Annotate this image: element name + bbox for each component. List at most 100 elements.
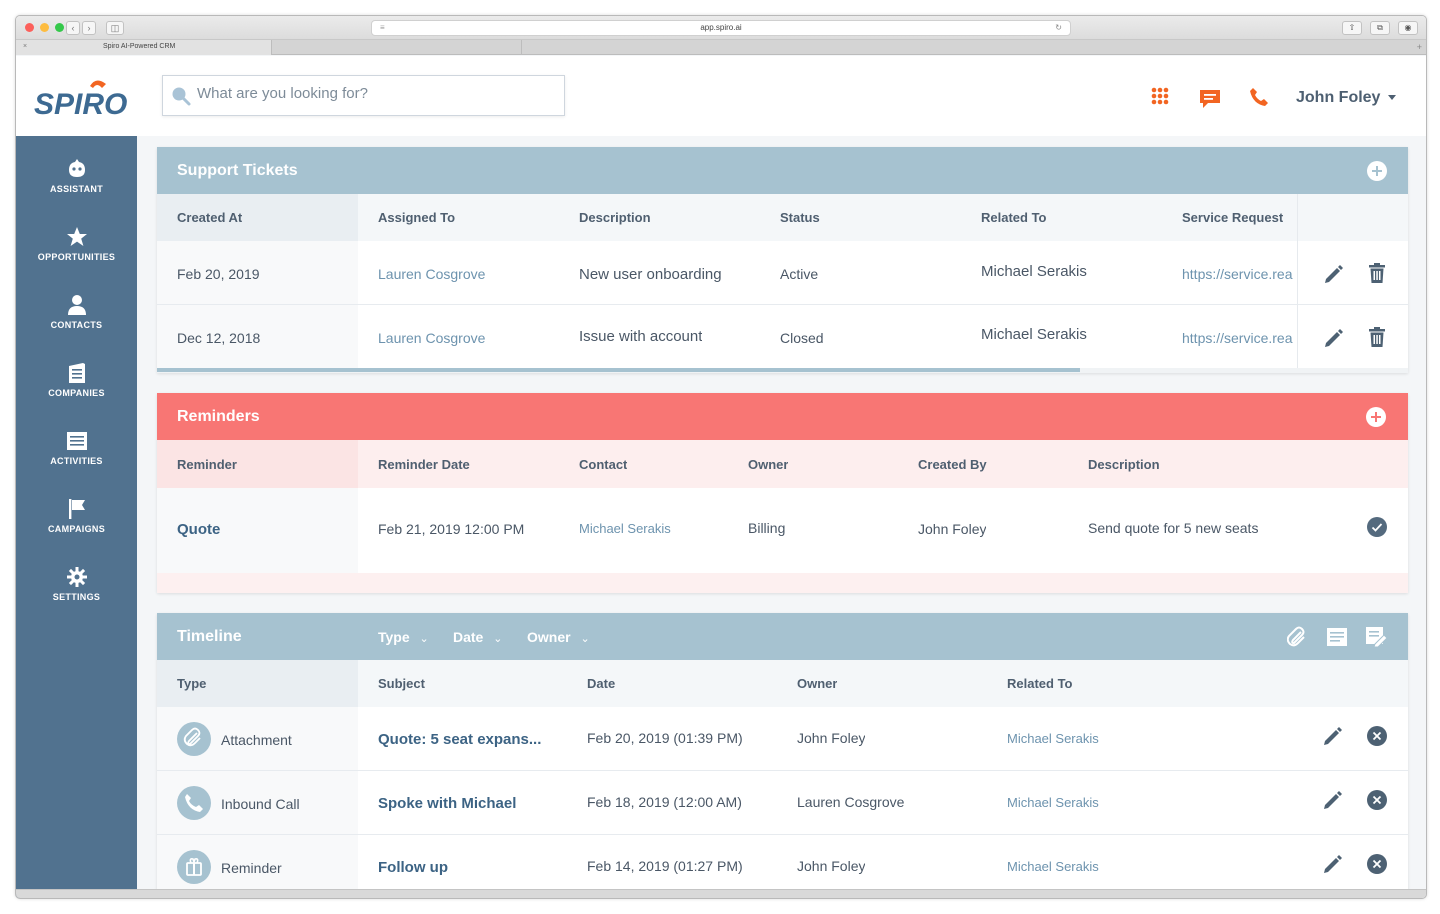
remove-icon[interactable] (1367, 726, 1387, 746)
contact-link[interactable]: Michael Serakis (579, 521, 671, 536)
panel-title: Timeline (177, 628, 242, 645)
sidebar-item-settings[interactable]: SETTINGS (16, 566, 137, 602)
extension-icon[interactable]: ◉ (1398, 21, 1418, 35)
panel-title: Reminders (177, 408, 260, 425)
edit-icon[interactable] (1323, 790, 1343, 810)
add-reminder-button[interactable] (1366, 407, 1386, 427)
reminder-icon (177, 850, 211, 884)
phone-icon[interactable] (1249, 87, 1269, 107)
maximize-window-button[interactable] (55, 23, 64, 32)
sidebar-item-label: ACTIVITIES (50, 456, 103, 466)
new-tab-icon[interactable]: + (1416, 42, 1422, 52)
sidebar-item-companies[interactable]: COMPANIES (16, 362, 137, 398)
subject-link[interactable]: Follow up (378, 859, 448, 876)
table-cell: Billing (748, 520, 786, 536)
close-window-button[interactable] (25, 23, 34, 32)
trash-icon[interactable] (1369, 327, 1385, 347)
table-header (157, 660, 1408, 707)
column-header[interactable]: Description (579, 210, 651, 225)
column-header[interactable]: Assigned To (378, 210, 456, 225)
column-header[interactable]: Service Request (1182, 210, 1284, 225)
filter-type[interactable]: Type ⌄ (378, 629, 429, 645)
service-request-link[interactable]: https://service.rea (1182, 266, 1293, 282)
sidebar-item-assistant[interactable]: ASSISTANT (16, 158, 137, 194)
gear-icon (66, 567, 87, 587)
forward-icon[interactable]: › (82, 21, 96, 35)
browser-toolbar: ‹ › ◫ ≡ app.spiro.ai ↻ ⇧ ⧉ ◉ (16, 16, 1426, 40)
browser-tab[interactable]: × Spiro AI-Powered CRM (16, 40, 272, 55)
filter-date[interactable]: Date ⌄ (453, 629, 502, 645)
status-text: Active (780, 266, 819, 282)
paperclip-icon[interactable] (1287, 626, 1307, 648)
column-header[interactable]: Related To (1007, 676, 1073, 691)
sidebar-toggle-icon[interactable]: ◫ (106, 21, 124, 35)
column-header[interactable]: Created By (918, 457, 987, 472)
support-tickets-panel: Support Tickets Created At Assigned To D… (157, 147, 1408, 373)
service-request-link[interactable]: https://service.rea (1182, 330, 1293, 346)
column-header[interactable]: Type (177, 676, 207, 691)
sidebar: ASSISTANT OPPORTUNITIES CONTACTS COMPANI… (16, 136, 137, 898)
add-ticket-button[interactable] (1367, 161, 1387, 181)
subject-link[interactable]: Spoke with Michael (378, 795, 517, 812)
address-bar[interactable]: ≡ app.spiro.ai ↻ (371, 20, 1071, 36)
reader-icon[interactable]: ≡ (380, 23, 385, 32)
complete-check-icon[interactable] (1367, 517, 1387, 537)
spiro-logo[interactable]: SPIRO (34, 78, 144, 121)
user-menu[interactable]: John Foley (1296, 89, 1397, 107)
reminder-title-link[interactable]: Quote (177, 521, 221, 538)
column-header[interactable]: Owner (797, 676, 838, 691)
column-header[interactable]: Date (587, 676, 616, 691)
related-to-link[interactable]: Michael Serakis (1007, 859, 1099, 874)
sidebar-item-activities[interactable]: ACTIVITIES (16, 430, 137, 466)
log-activity-icon[interactable] (1366, 627, 1388, 647)
back-icon[interactable]: ‹ (66, 21, 80, 35)
column-header[interactable]: Status (780, 210, 820, 225)
search-input[interactable] (197, 85, 547, 102)
tabs-overview-icon[interactable]: ⧉ (1370, 21, 1390, 35)
horizontal-scrollbar-thumb[interactable] (157, 368, 1080, 372)
column-header[interactable]: Description (1088, 457, 1160, 472)
close-tab-icon[interactable]: × (23, 43, 28, 50)
edit-icon[interactable] (1323, 726, 1343, 746)
column-header[interactable]: Reminder (177, 457, 237, 472)
subject-link[interactable]: Quote: 5 seat expans... (378, 731, 542, 748)
chat-icon[interactable] (1198, 88, 1222, 110)
note-icon[interactable] (1327, 628, 1347, 646)
related-to-link[interactable]: Michael Serakis (1007, 795, 1099, 810)
column-header[interactable]: Created At (177, 210, 243, 225)
remove-icon[interactable] (1367, 790, 1387, 810)
table-header (157, 440, 1408, 488)
remove-icon[interactable] (1367, 854, 1387, 874)
table-cell: Dec 12, 2018 (177, 330, 261, 346)
edit-icon[interactable] (1323, 854, 1343, 874)
edit-icon[interactable] (1324, 328, 1344, 348)
table-cell: Feb 20, 2019 (177, 266, 260, 282)
reload-icon[interactable]: ↻ (1055, 23, 1062, 32)
table-cell: John Foley (797, 858, 866, 874)
table-cell: Inbound Call (221, 796, 300, 812)
user-name: John Foley (1296, 89, 1381, 106)
edit-icon[interactable] (1324, 264, 1344, 284)
filter-owner[interactable]: Owner ⌄ (527, 629, 590, 645)
column-header[interactable]: Reminder Date (378, 457, 470, 472)
assigned-to-link[interactable]: Lauren Cosgrove (378, 266, 486, 282)
column-header[interactable]: Related To (981, 210, 1047, 225)
apps-grid-icon[interactable] (1151, 87, 1169, 105)
column-header[interactable]: Subject (378, 676, 425, 691)
flag-icon (68, 499, 85, 519)
share-icon[interactable]: ⇧ (1342, 21, 1362, 35)
sidebar-item-opportunities[interactable]: OPPORTUNITIES (16, 226, 137, 262)
trash-icon[interactable] (1369, 263, 1385, 283)
column-header[interactable]: Contact (579, 457, 628, 472)
filter-label: Date (453, 629, 484, 645)
chevron-down-icon: ⌄ (580, 633, 590, 645)
table-cell: Issue with account (579, 328, 703, 345)
related-to-link[interactable]: Michael Serakis (1007, 731, 1099, 746)
assigned-to-link[interactable]: Lauren Cosgrove (378, 330, 486, 346)
table-cell: John Foley (797, 730, 866, 746)
global-search[interactable] (162, 75, 565, 116)
minimize-window-button[interactable] (40, 23, 49, 32)
sidebar-item-campaigns[interactable]: CAMPAIGNS (16, 498, 137, 534)
column-header[interactable]: Owner (748, 457, 789, 472)
sidebar-item-contacts[interactable]: CONTACTS (16, 294, 137, 330)
